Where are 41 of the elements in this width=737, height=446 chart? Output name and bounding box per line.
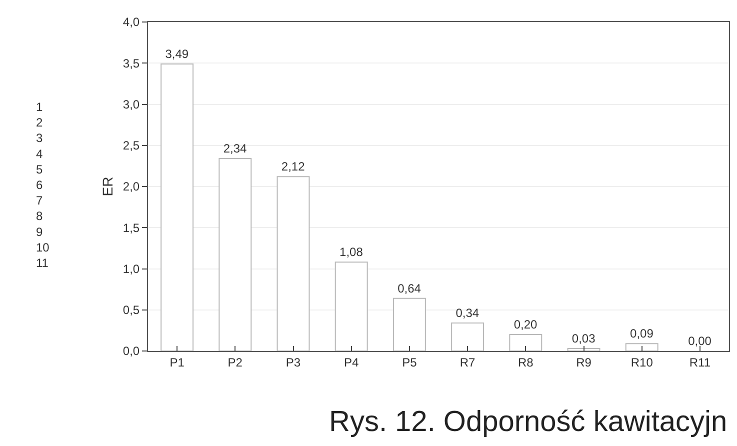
x-tick-label: P4: [344, 355, 360, 370]
data-label: 0,00: [688, 334, 712, 348]
bar: [451, 322, 484, 351]
y-tick-label: 1,0: [122, 262, 140, 276]
x-tick-label: R8: [518, 355, 534, 370]
x-tick-label: P3: [286, 355, 301, 370]
x-tick-label: R7: [460, 355, 476, 370]
bar: [334, 262, 368, 351]
data-label: 0,20: [514, 318, 538, 332]
data-label: 0,64: [398, 281, 422, 296]
y-tick-label: 2,5: [122, 138, 140, 153]
x-tick-label: P5: [402, 355, 418, 370]
x-tick-label: R9: [576, 355, 592, 370]
data-label: 0,09: [630, 326, 654, 341]
text: Rys. 12. Odporność kawitacyjn: [329, 406, 728, 438]
y-tick-label: 3,5: [122, 56, 140, 70]
bar: [276, 176, 310, 351]
bar: [625, 343, 658, 351]
y-tick-label: 0,5: [122, 303, 140, 318]
bar: [392, 298, 426, 351]
y-tick-label: 1,5: [122, 220, 140, 235]
y-tick-label: 3,0: [122, 97, 140, 112]
data-label: 0,03: [572, 332, 596, 346]
text: 1 2 3 4 5 6 7 8 9 10 11: [36, 100, 50, 270]
data-label: 2,34: [223, 142, 247, 156]
x-tick-label: R11: [689, 355, 711, 370]
bar: [567, 348, 600, 351]
data-label: 0,34: [456, 306, 480, 320]
x-tick-label: P1: [170, 355, 185, 370]
x-tick-label: R10: [630, 355, 654, 370]
y-axis-title: ER: [100, 176, 116, 196]
bar: [509, 334, 542, 351]
y-tick-label: 4,0: [122, 15, 140, 30]
data-label: 2,12: [281, 160, 306, 174]
y-tick-label: 0,0: [122, 344, 140, 358]
y-tick-label: 2,0: [122, 180, 140, 194]
bar: [218, 158, 252, 351]
bar: [160, 63, 194, 351]
x-tick-label: P2: [228, 355, 243, 370]
data-label: 1,08: [340, 245, 364, 260]
data-label: 3,49: [165, 46, 189, 61]
